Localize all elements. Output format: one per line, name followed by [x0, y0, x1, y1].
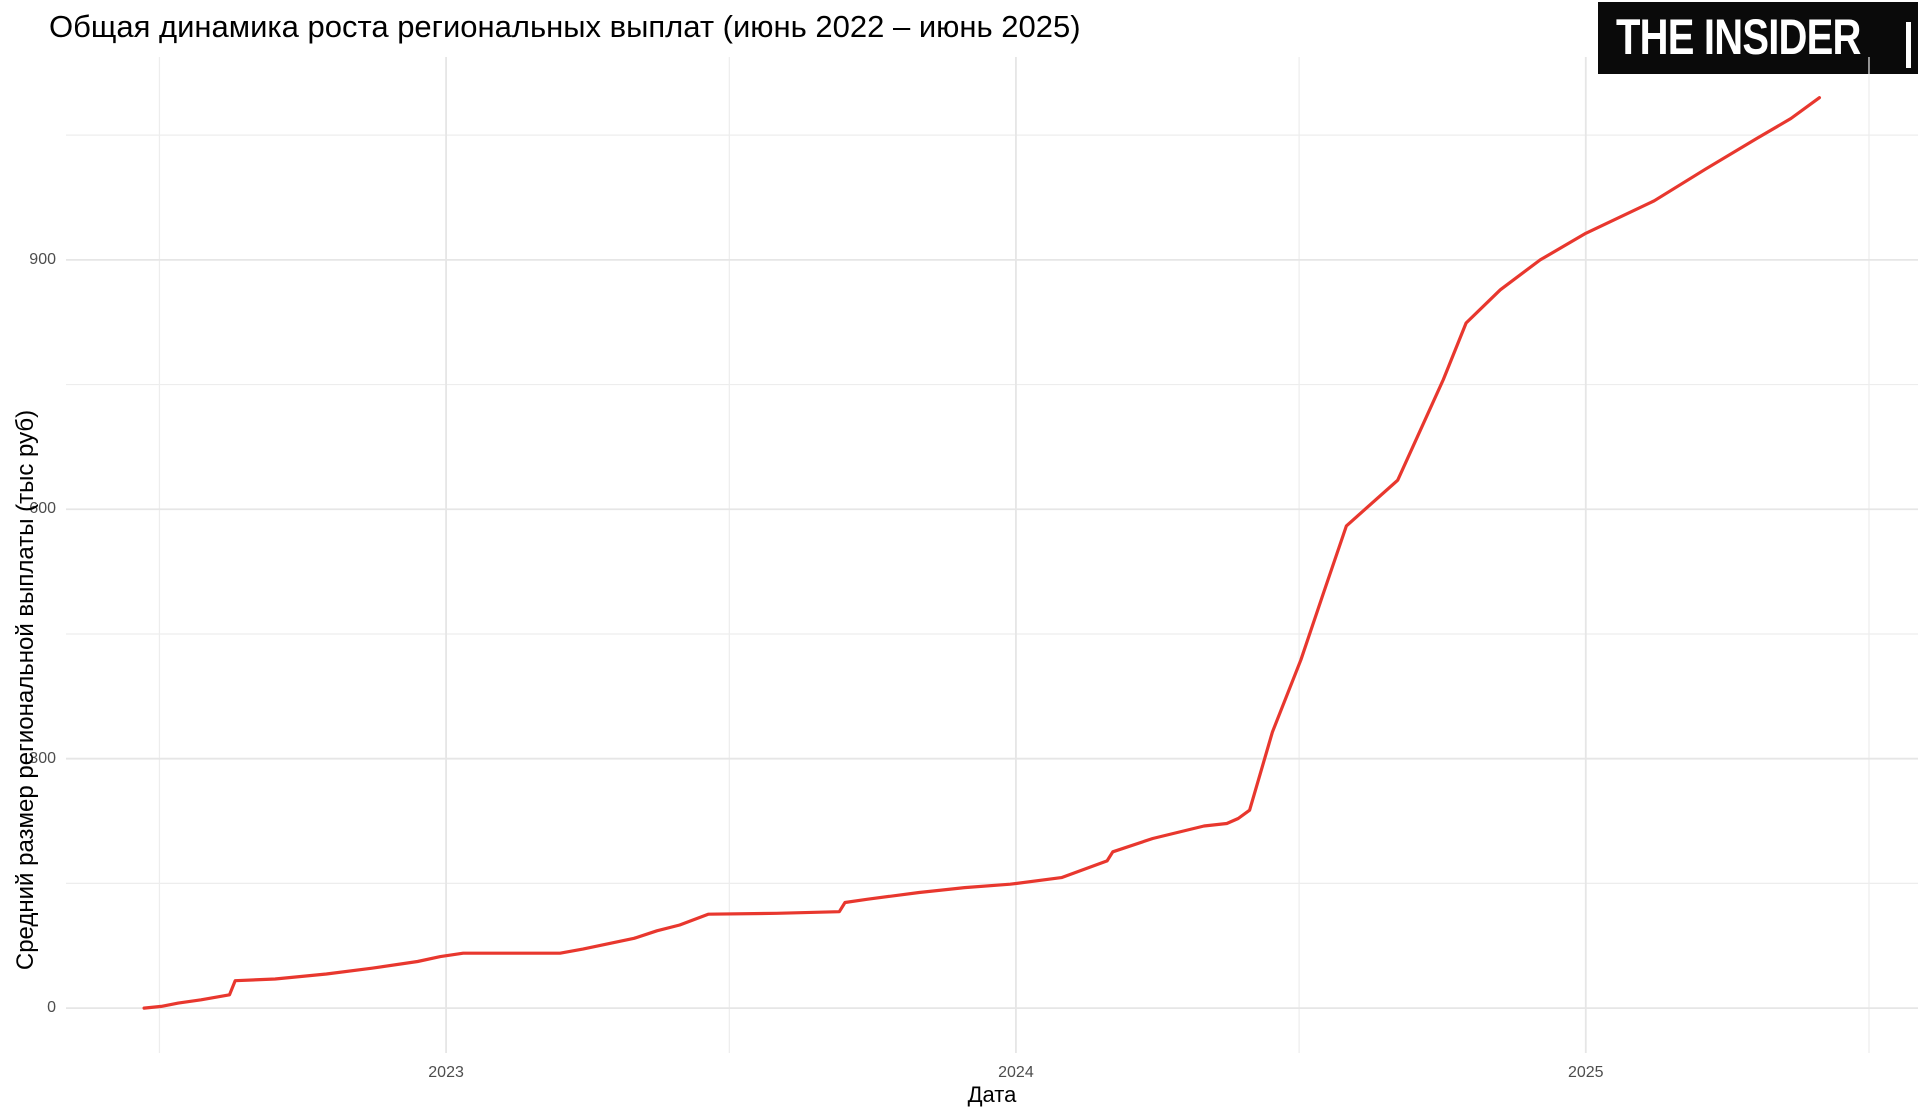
chart-title: Общая динамика роста региональных выплат…: [49, 9, 1081, 44]
y-axis-title: Средний размер региональной выплаты (тыс…: [12, 409, 39, 971]
x-tick-label: 2024: [998, 1064, 1034, 1081]
the-insider-logo: THE INSIDER: [1598, 2, 1918, 74]
series-line: [142, 96, 1822, 1010]
y-tick-label: 900: [29, 250, 56, 268]
plot-panel: [66, 57, 1918, 1053]
x-tick-label: 2023: [428, 1064, 464, 1081]
the-insider-logo-text: THE INSIDER: [1616, 8, 1861, 65]
y-tick-label: 0: [47, 999, 56, 1017]
x-axis-title: Дата: [967, 1082, 1017, 1107]
line-chart: [66, 57, 1918, 1053]
y-tick-label: 600: [29, 500, 56, 518]
y-tick-label: 300: [29, 749, 56, 767]
x-tick-label: 2025: [1567, 1064, 1604, 1081]
logo-cursor-bar: [1906, 22, 1911, 68]
